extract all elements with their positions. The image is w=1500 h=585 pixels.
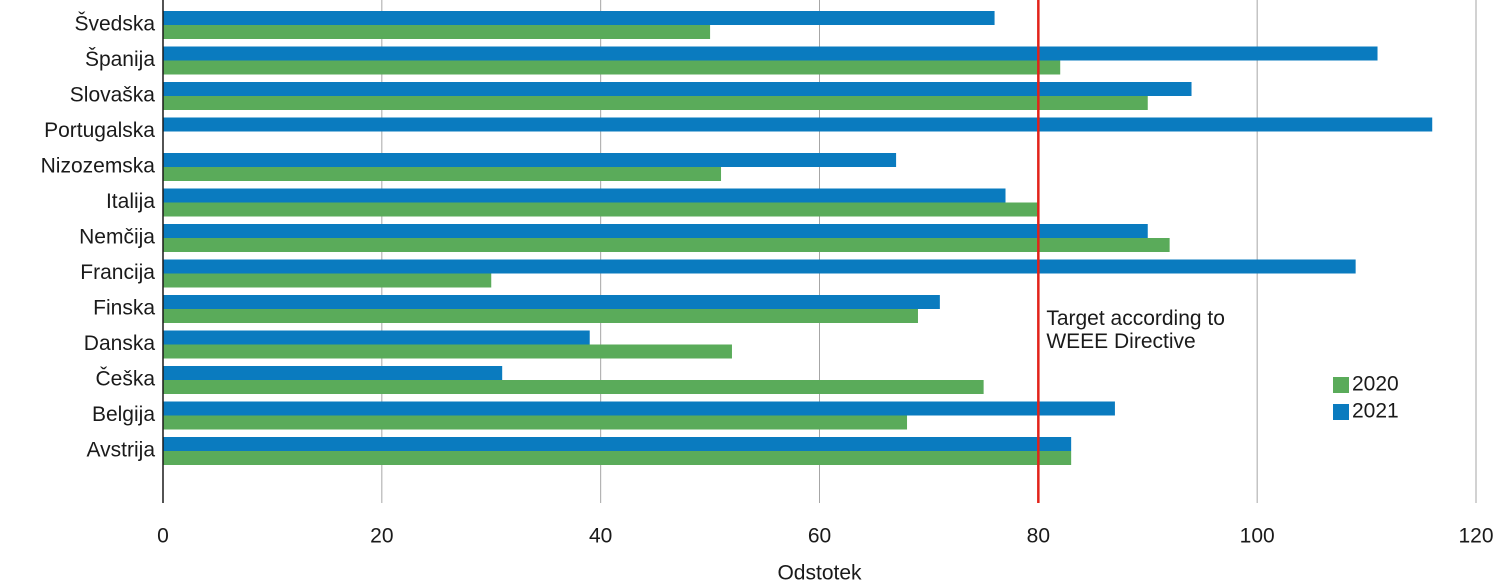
category-label-portugalska: Portugalska (44, 119, 155, 142)
legend-label-2020: 2020 (1352, 373, 1399, 396)
x-axis-title: Odstotek (777, 562, 862, 585)
category-label-svedska: Švedska (74, 13, 155, 36)
bars (163, 11, 1433, 465)
bar-2021-slovaska (163, 82, 1192, 96)
x-tick-label-120: 120 (1458, 525, 1493, 548)
bar-2020-belgija (163, 415, 908, 430)
target-annotation-line-1: Target according to (1046, 307, 1225, 330)
bar-2020-ceska (163, 380, 984, 394)
bar-2020-francija (163, 273, 492, 288)
x-tick-label-20: 20 (370, 525, 393, 548)
category-label-spanija: Španija (85, 48, 155, 71)
bar-2020-italija (163, 202, 1039, 217)
category-label-nemcija: Nemčija (79, 226, 155, 249)
legend-swatch-2021 (1333, 404, 1349, 420)
x-tick-label-60: 60 (808, 525, 831, 548)
bar-2020-avstrija (163, 451, 1072, 465)
category-label-italija: Italija (106, 190, 155, 213)
bar-2021-francija (163, 259, 1356, 274)
bar-2021-ceska (163, 366, 503, 380)
bar-2021-avstrija (163, 437, 1072, 451)
bar-2021-nizozemska (163, 153, 897, 167)
target-annotation-line-2: WEEE Directive (1046, 330, 1195, 353)
x-tick-labels: 0 20 40 60 80 100 120 (157, 525, 1493, 548)
legend: 2020 2021 (1333, 373, 1399, 423)
bar-2021-danska (163, 330, 590, 345)
bar-2021-spanija (163, 46, 1378, 61)
x-tick-label-40: 40 (589, 525, 612, 548)
bar-2021-svedska (163, 11, 995, 25)
bar-2020-nemcija (163, 238, 1170, 252)
category-label-francija: Francija (80, 261, 155, 284)
category-label-slovaska: Slovaška (70, 84, 156, 107)
x-tick-label-100: 100 (1240, 525, 1275, 548)
legend-swatch-2020 (1333, 377, 1349, 393)
category-label-belgija: Belgija (92, 403, 155, 426)
bar-2020-finska (163, 309, 918, 323)
bar-2020-danska (163, 344, 732, 359)
bar-2020-svedska (163, 25, 711, 39)
bar-2021-portugalska (163, 117, 1433, 132)
category-label-danska: Danska (84, 332, 156, 355)
bar-2020-slovaska (163, 96, 1148, 110)
target-annotation: Target according to WEEE Directive (1046, 307, 1225, 353)
legend-label-2021: 2021 (1352, 400, 1399, 423)
bar-2020-nizozemska (163, 167, 722, 181)
bar-2021-nemcija (163, 224, 1148, 238)
category-label-finska: Finska (93, 297, 155, 320)
category-label-nizozemska: Nizozemska (41, 155, 156, 178)
category-labels: Švedska Španija Slovaška Portugalska Nizozem… (41, 13, 156, 462)
x-tick-label-0: 0 (157, 525, 169, 548)
bar-2021-italija (163, 188, 1006, 203)
category-label-avstrija: Avstrija (87, 439, 156, 462)
x-tick-label-80: 80 (1027, 525, 1050, 548)
bar-2021-finska (163, 295, 940, 309)
bar-2021-belgija (163, 401, 1115, 416)
bar-2020-spanija (163, 60, 1061, 75)
category-label-ceska: Češka (95, 368, 155, 391)
